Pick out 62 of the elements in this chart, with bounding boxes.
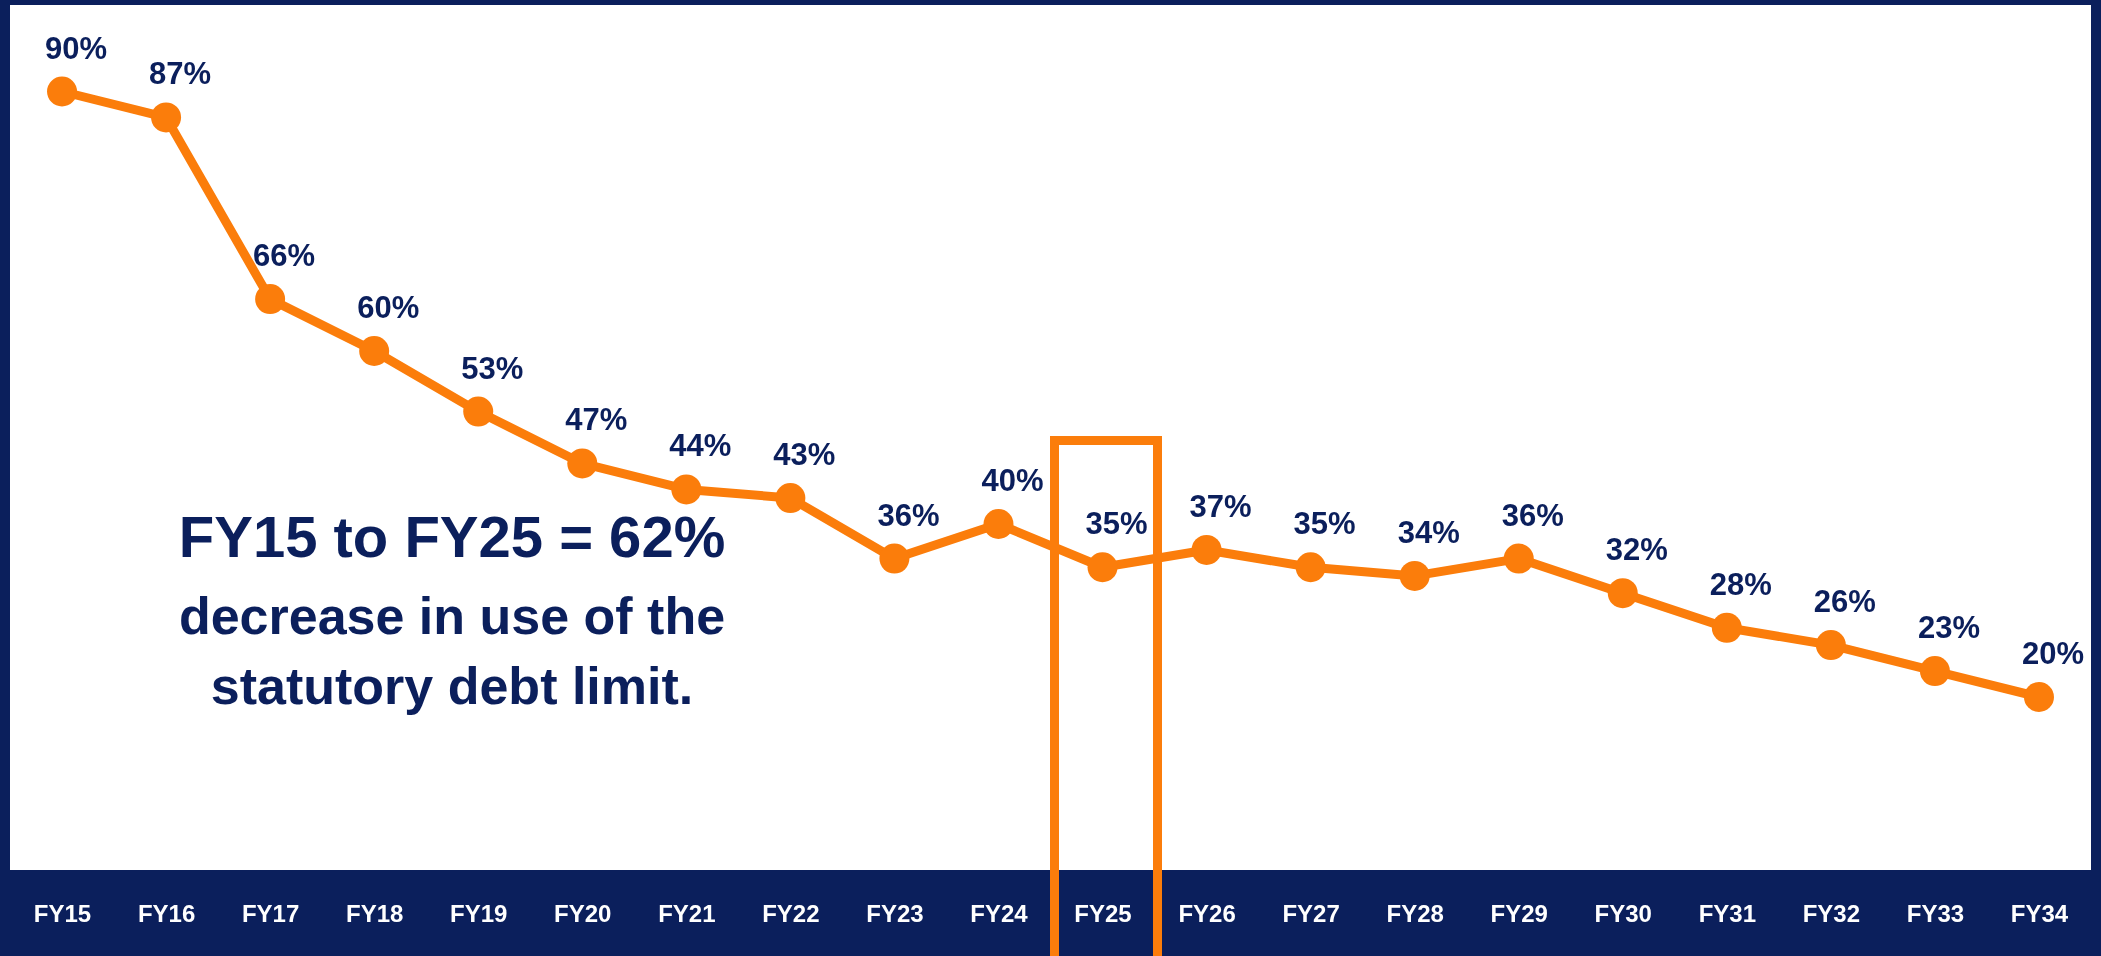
- x-tick-label: FY27: [1282, 899, 1340, 927]
- data-label: 60%: [357, 290, 420, 325]
- data-label: 23%: [1917, 610, 1980, 646]
- point: [463, 396, 494, 427]
- x-tick-label: FY21: [658, 899, 716, 927]
- x-tick-label: FY17: [241, 899, 300, 927]
- x-tick-label: FY25: [1074, 899, 1132, 927]
- point: [1919, 656, 1950, 687]
- x-tick-label: FY19: [450, 899, 508, 927]
- data-label: 47%: [565, 402, 628, 438]
- point: [47, 76, 78, 107]
- data-label: 26%: [1813, 584, 1876, 620]
- x-tick-label: FY15: [33, 899, 92, 927]
- point: [983, 509, 1014, 539]
- x-tick-label: FY34: [2010, 899, 2069, 927]
- x-tick-label: FY28: [1386, 899, 1444, 927]
- x-tick-label: FY29: [1490, 899, 1548, 927]
- annotation: decrease in use of the statutory debt limit.: [178, 587, 726, 716]
- data-label: 87%: [149, 56, 212, 92]
- point: [2023, 682, 2054, 712]
- data-label: 44%: [669, 428, 732, 464]
- point: [1815, 630, 1846, 661]
- x-tick-label: FY30: [1594, 899, 1652, 927]
- x-tick-label: FY31: [1698, 899, 1757, 927]
- x-tick-label: FY18: [345, 899, 404, 927]
- x-tick-label: FY20: [554, 899, 612, 927]
- point: [1191, 534, 1222, 565]
- x-tick-label: FY23: [866, 899, 924, 927]
- data-label: 28%: [1709, 566, 1772, 602]
- point: [1503, 543, 1534, 574]
- data-label: 37%: [1189, 488, 1252, 524]
- point: [255, 284, 286, 315]
- data-label: 35%: [1293, 506, 1356, 542]
- data-label: 20%: [2021, 636, 2084, 671]
- point: [1607, 578, 1638, 609]
- point: [1087, 552, 1118, 583]
- x-tick-label: FY22: [762, 899, 820, 927]
- point: [1295, 552, 1326, 583]
- point: [671, 474, 702, 505]
- data-label: 36%: [877, 497, 940, 533]
- data-label: 34%: [1397, 514, 1460, 550]
- data-label: 53%: [461, 350, 524, 386]
- data-label: 32%: [1605, 532, 1668, 568]
- x-tick-label: FY16: [137, 899, 196, 927]
- x-tick-label: FY24: [970, 899, 1029, 927]
- x-tick-label: FY32: [1802, 899, 1861, 927]
- data-label: 36%: [1501, 497, 1564, 533]
- point: [1711, 612, 1742, 643]
- data-label: 35%: [1085, 506, 1148, 542]
- data-label: 66%: [253, 238, 316, 274]
- data-label: 40%: [981, 463, 1044, 498]
- point: [359, 336, 390, 366]
- point: [567, 448, 598, 479]
- x-tick-label: FY33: [1906, 899, 1965, 927]
- point: [775, 483, 806, 514]
- data-label: 90%: [45, 30, 108, 66]
- x-tick-label: FY26: [1178, 899, 1236, 927]
- point: [151, 102, 182, 133]
- annotation: FY15 to FY25 = 62%: [178, 504, 726, 570]
- point: [1399, 560, 1430, 591]
- point: [879, 543, 910, 574]
- data-label: 43%: [773, 437, 836, 473]
